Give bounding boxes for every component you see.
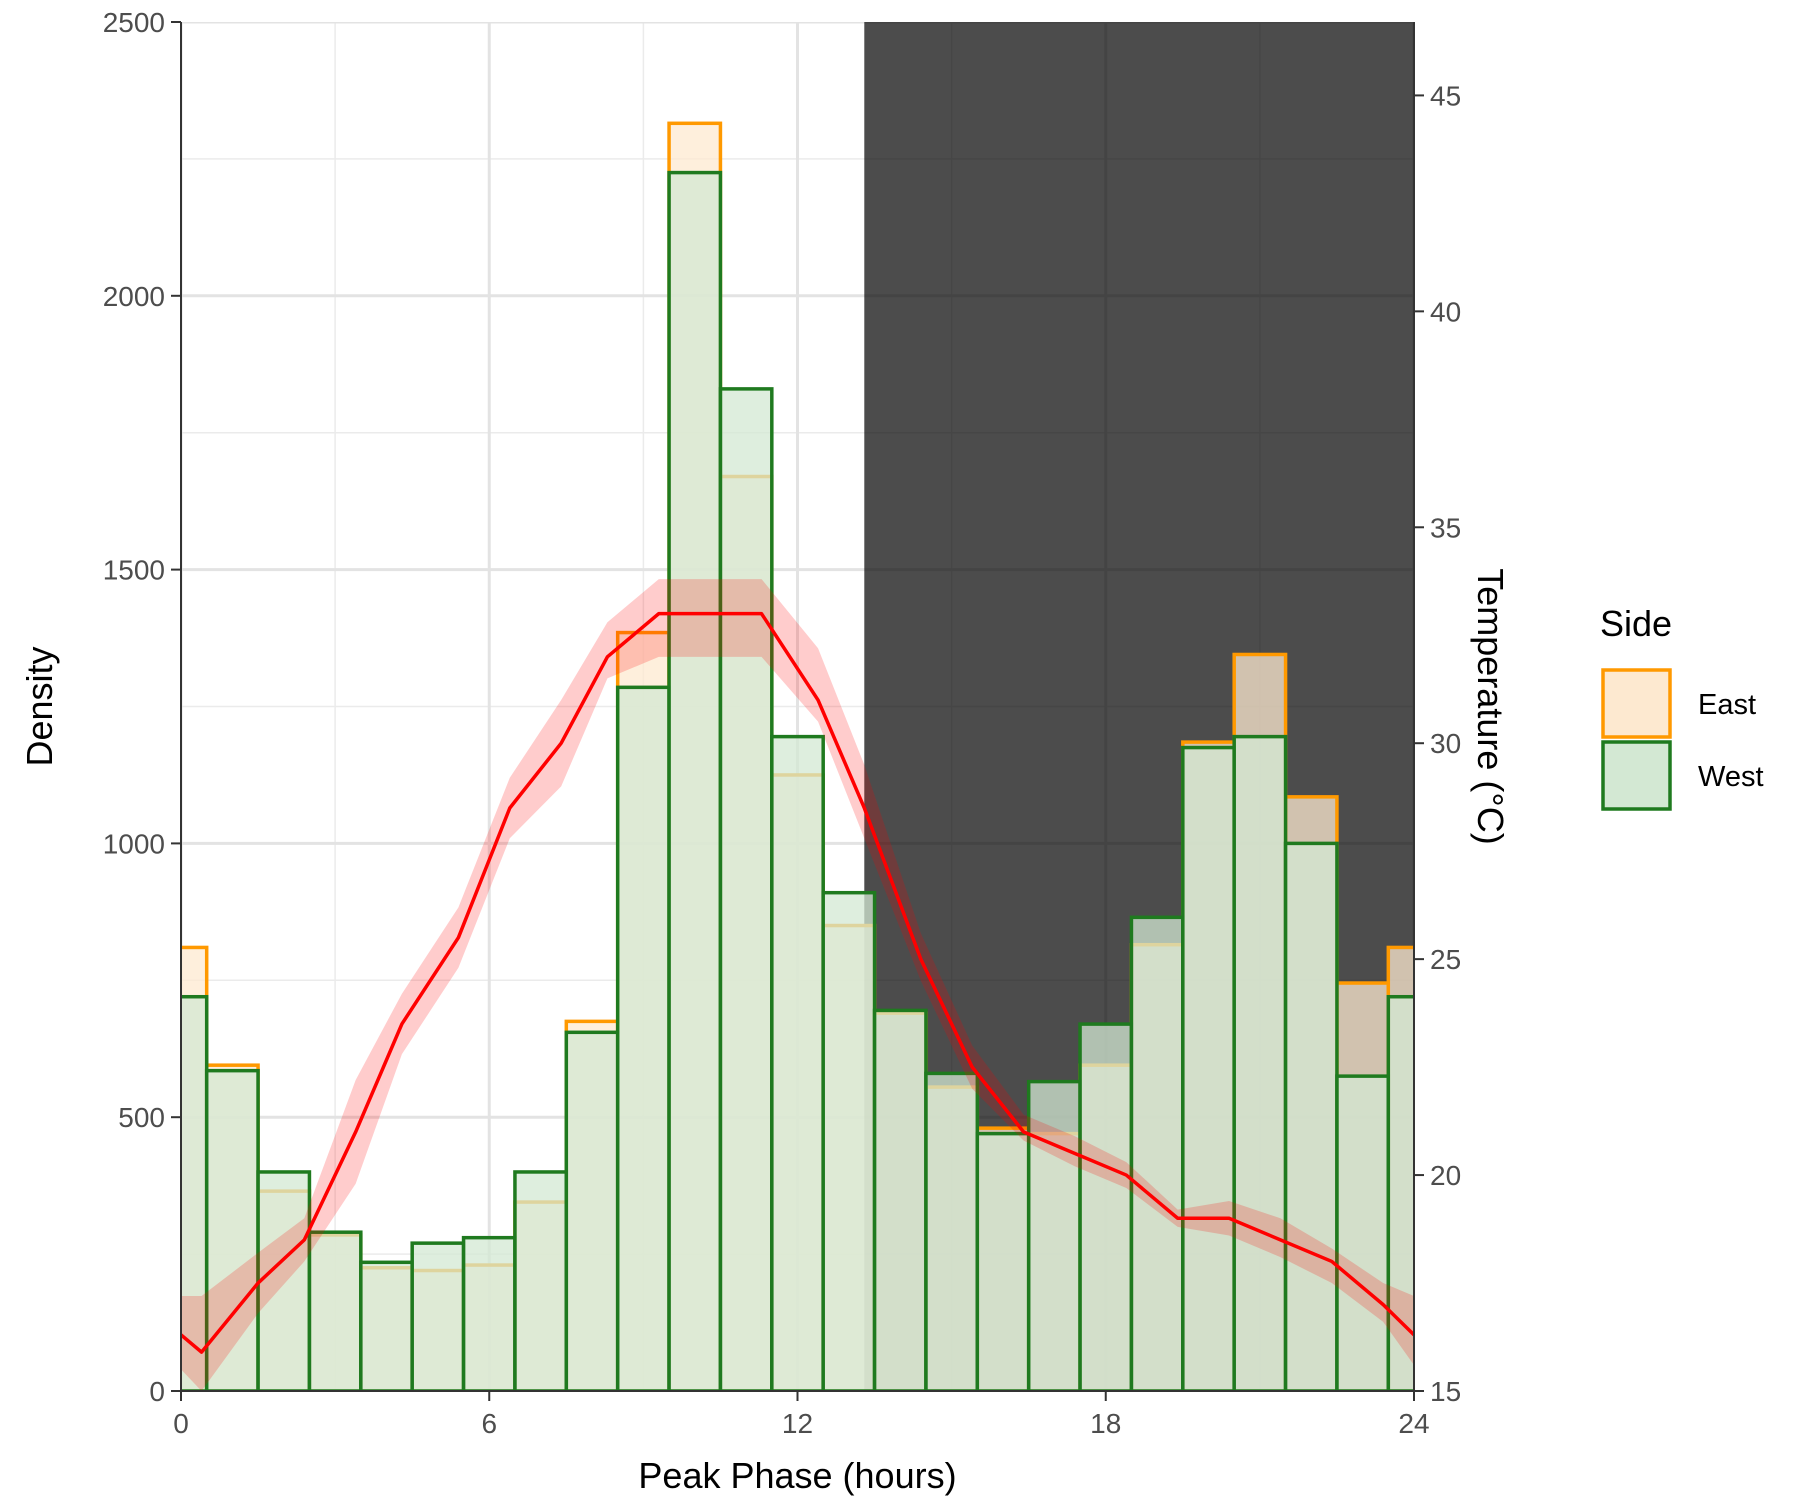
bar-west [718, 387, 774, 1391]
y-tick-label: 500 [118, 1102, 165, 1133]
x-tick-label: 0 [173, 1408, 189, 1439]
y2-tick-label: 30 [1430, 728, 1461, 759]
histogram-bars [181, 121, 1414, 1391]
y2-tick-label: 25 [1430, 944, 1461, 975]
bar-west [307, 1230, 363, 1391]
y2-tick-label: 40 [1430, 296, 1461, 327]
y-tick-label: 1000 [103, 828, 165, 859]
bar-west [770, 734, 825, 1391]
legend-key-west [1601, 740, 1672, 811]
y-tick-label: 2500 [103, 7, 165, 38]
bar-west [1078, 1022, 1134, 1391]
legend-key-east [1601, 668, 1672, 739]
x-tick-label: 24 [1398, 1408, 1429, 1439]
bar-series-west [181, 170, 1414, 1391]
x-tick-label: 18 [1090, 1408, 1121, 1439]
bar-west [1335, 1074, 1391, 1391]
bar-west [924, 1071, 980, 1391]
bar-west [1386, 994, 1414, 1391]
y-tick-label: 2000 [103, 281, 165, 312]
bar-west [1283, 841, 1339, 1391]
temperature-line [181, 611, 1414, 1354]
y2-tick-label: 35 [1430, 512, 1461, 543]
bar-west [667, 170, 723, 1391]
y-axis-title: Density [19, 646, 60, 766]
bar-west [513, 1170, 569, 1391]
legend-label-east: East [1698, 689, 1756, 721]
axes: 0 6 12 18 24 0 500 1000 1500 2000 2500 15 20 25 30 35 40… [103, 7, 1461, 1439]
bar-west [872, 1008, 928, 1391]
legend-title: Side [1600, 603, 1672, 644]
y2-tick-label: 15 [1430, 1376, 1461, 1407]
x-tick-label: 6 [481, 1408, 497, 1439]
bar-west [975, 1131, 1031, 1391]
temperature-layer [181, 579, 1414, 1391]
bar-west [461, 1235, 517, 1391]
bar-west [615, 685, 671, 1391]
bar-west [359, 1260, 414, 1391]
bar-west [821, 890, 877, 1391]
x-axis-title: Peak Phase (hours) [638, 1455, 956, 1496]
legend-label-west: West [1698, 761, 1764, 793]
bar-west [1129, 915, 1185, 1391]
y-tick-label: 1500 [103, 555, 165, 586]
bar-west [564, 1030, 620, 1391]
y2-tick-label: 20 [1430, 1160, 1461, 1191]
y-tick-label: 0 [149, 1376, 165, 1407]
bar-west [410, 1241, 466, 1391]
y2-axis-title: Temperature (°C) [1470, 568, 1511, 844]
bar-west [1181, 745, 1236, 1391]
y2-tick-label: 45 [1430, 80, 1461, 111]
legend: Side East West [1600, 603, 1764, 811]
x-tick-label: 12 [782, 1408, 813, 1439]
bar-west [1232, 734, 1288, 1391]
